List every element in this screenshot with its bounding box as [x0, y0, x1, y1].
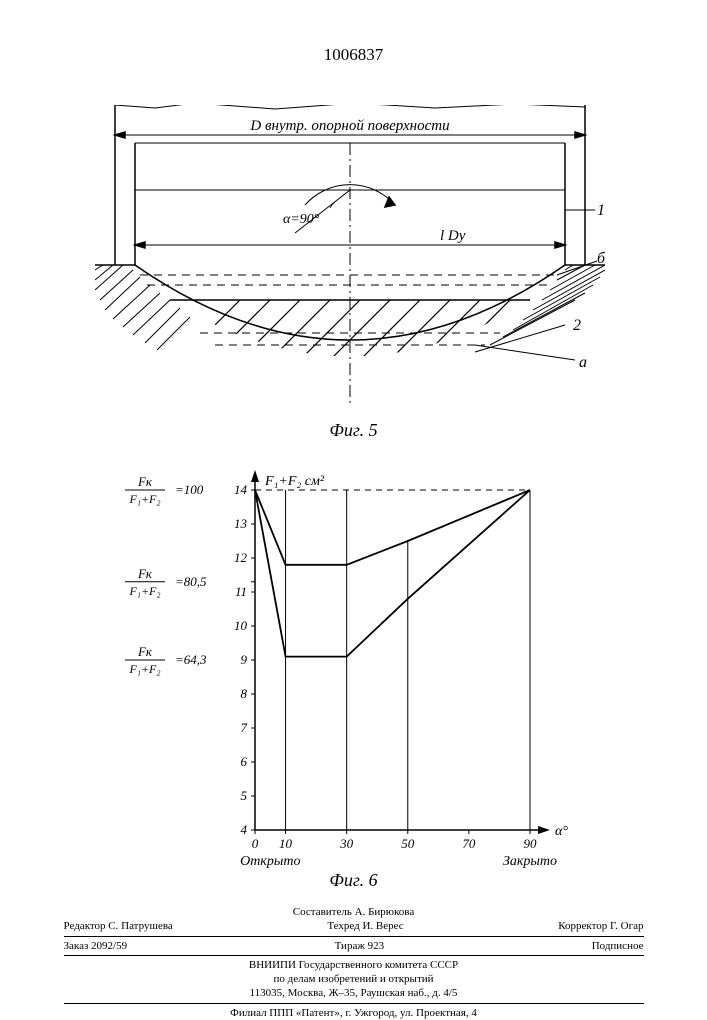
svg-text:90: 90 — [524, 836, 538, 851]
page-number: 1006837 — [324, 45, 384, 65]
svg-text:10: 10 — [279, 836, 293, 851]
svg-text:8: 8 — [241, 686, 248, 701]
svg-text:α°: α° — [555, 824, 568, 839]
svg-text:=64,3: =64,3 — [175, 652, 207, 667]
figure-5: D внутр. опорной поверхности α=90° l Dу … — [95, 105, 605, 415]
footer-editor: Редактор С. Патрушева — [64, 919, 173, 933]
svg-text:F₁+F₂: F₁+F₂ — [128, 492, 160, 506]
footer-order: Заказ 2092/59 — [64, 939, 128, 953]
svg-text:=80,5: =80,5 — [175, 574, 207, 589]
footer-addr: 113035, Москва, Ж–35, Раушская наб., д. … — [64, 986, 644, 1000]
fig5-ref-1: 1 — [597, 202, 605, 219]
svg-text:Закрыто: Закрыто — [503, 854, 557, 869]
fig5-angle-label: α=90° — [283, 212, 320, 227]
fig5-caption: Фиг. 5 — [329, 420, 377, 441]
svg-text:14: 14 — [234, 482, 248, 497]
footer: Составитель А. Бирюкова Редактор С. Патр… — [64, 905, 644, 1020]
fig5-ref-b: б — [597, 250, 605, 267]
svg-text:7: 7 — [241, 720, 248, 735]
svg-text:6: 6 — [241, 754, 248, 769]
svg-text:Fк: Fк — [137, 566, 153, 581]
svg-text:F₁+F₂ см²: F₁+F₂ см² — [264, 474, 325, 489]
svg-text:Fк: Fк — [137, 644, 153, 659]
footer-tirage: Тираж 923 — [335, 939, 385, 953]
fig5-top-label: D внутр. опорной поверхности — [249, 118, 449, 134]
svg-text:30: 30 — [339, 836, 354, 851]
fig5-ref-2: 2 — [573, 317, 581, 334]
footer-branch: Филиал ППП «Патент», г. Ужгород, ул. Про… — [64, 1006, 644, 1020]
fig6-caption: Фиг. 6 — [329, 870, 377, 891]
svg-text:F₁+F₂: F₁+F₂ — [128, 662, 160, 676]
svg-text:Открыто: Открыто — [240, 854, 300, 869]
footer-corrector: Корректор Г. Огар — [558, 919, 643, 933]
footer-tech: Техред И. Верес — [327, 919, 403, 933]
svg-text:0: 0 — [252, 836, 259, 851]
svg-text:Fк: Fк — [137, 474, 153, 489]
svg-text:4: 4 — [241, 822, 248, 837]
svg-text:12: 12 — [234, 550, 248, 565]
footer-composer: Составитель А. Бирюкова — [64, 905, 644, 919]
footer-org1: ВНИИПИ Государственного комитета СССР — [64, 958, 644, 972]
footer-sub: Подписное — [592, 939, 644, 953]
svg-text:=100: =100 — [175, 482, 204, 497]
figure-6: 4 5 6 7 8 9 10 11 12 13 14 0 10 30 50 70 90 F₁+F₂ см² α° От… — [100, 460, 580, 870]
fig5-ref-a: а — [579, 354, 587, 371]
svg-text:70: 70 — [462, 836, 476, 851]
svg-text:11: 11 — [235, 584, 247, 599]
fig5-dim-label: l Dу — [440, 228, 466, 244]
svg-text:5: 5 — [241, 788, 248, 803]
footer-org2: по делам изобретений и открытий — [64, 972, 644, 986]
svg-text:50: 50 — [401, 836, 415, 851]
svg-text:13: 13 — [234, 516, 248, 531]
svg-text:10: 10 — [234, 618, 248, 633]
svg-text:9: 9 — [241, 652, 248, 667]
svg-text:F₁+F₂: F₁+F₂ — [128, 584, 160, 598]
